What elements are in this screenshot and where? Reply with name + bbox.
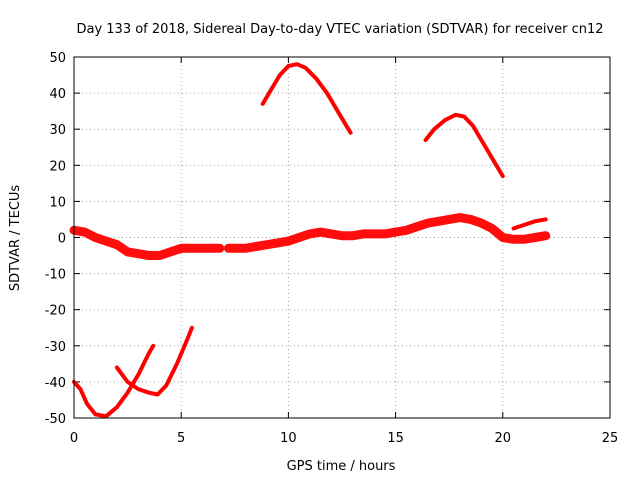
y-axis-label: SDTVAR / TECUs: [8, 185, 23, 292]
x-tick-label: 0: [70, 431, 78, 446]
y-tick-label: -20: [45, 304, 66, 319]
x-tick-label: 25: [602, 431, 619, 446]
series-main-b: [223, 213, 551, 253]
x-tick-label: 15: [387, 431, 404, 446]
y-tick-label: 0: [58, 232, 66, 247]
series: [69, 62, 551, 419]
x-tick-label: 20: [495, 431, 512, 446]
y-tick-label: -50: [45, 412, 66, 427]
plot-frame: [73, 56, 611, 419]
series-arc-2: [423, 112, 505, 179]
chart-title: Day 133 of 2018, Sidereal Day-to-day VTE…: [76, 22, 603, 37]
y-tick-label: -40: [45, 376, 66, 391]
series-main: [69, 225, 225, 260]
y-tick-label: -30: [45, 340, 66, 355]
series-low-2: [114, 325, 194, 397]
x-tick-label: 5: [177, 431, 185, 446]
x-axis-label: GPS time / hours: [287, 459, 396, 474]
series-low-1: [72, 343, 156, 419]
y-tick-label: 50: [49, 51, 66, 66]
x-tick-label: 10: [280, 431, 297, 446]
series-arc-1: [260, 62, 353, 135]
y-tick-label: -10: [45, 268, 66, 283]
series-upper-right: [511, 217, 548, 231]
y-tick-label: 40: [49, 87, 66, 102]
y-tick-label: 30: [49, 123, 66, 138]
y-tick-label: 10: [49, 195, 66, 210]
y-tick-label: 20: [49, 159, 66, 174]
